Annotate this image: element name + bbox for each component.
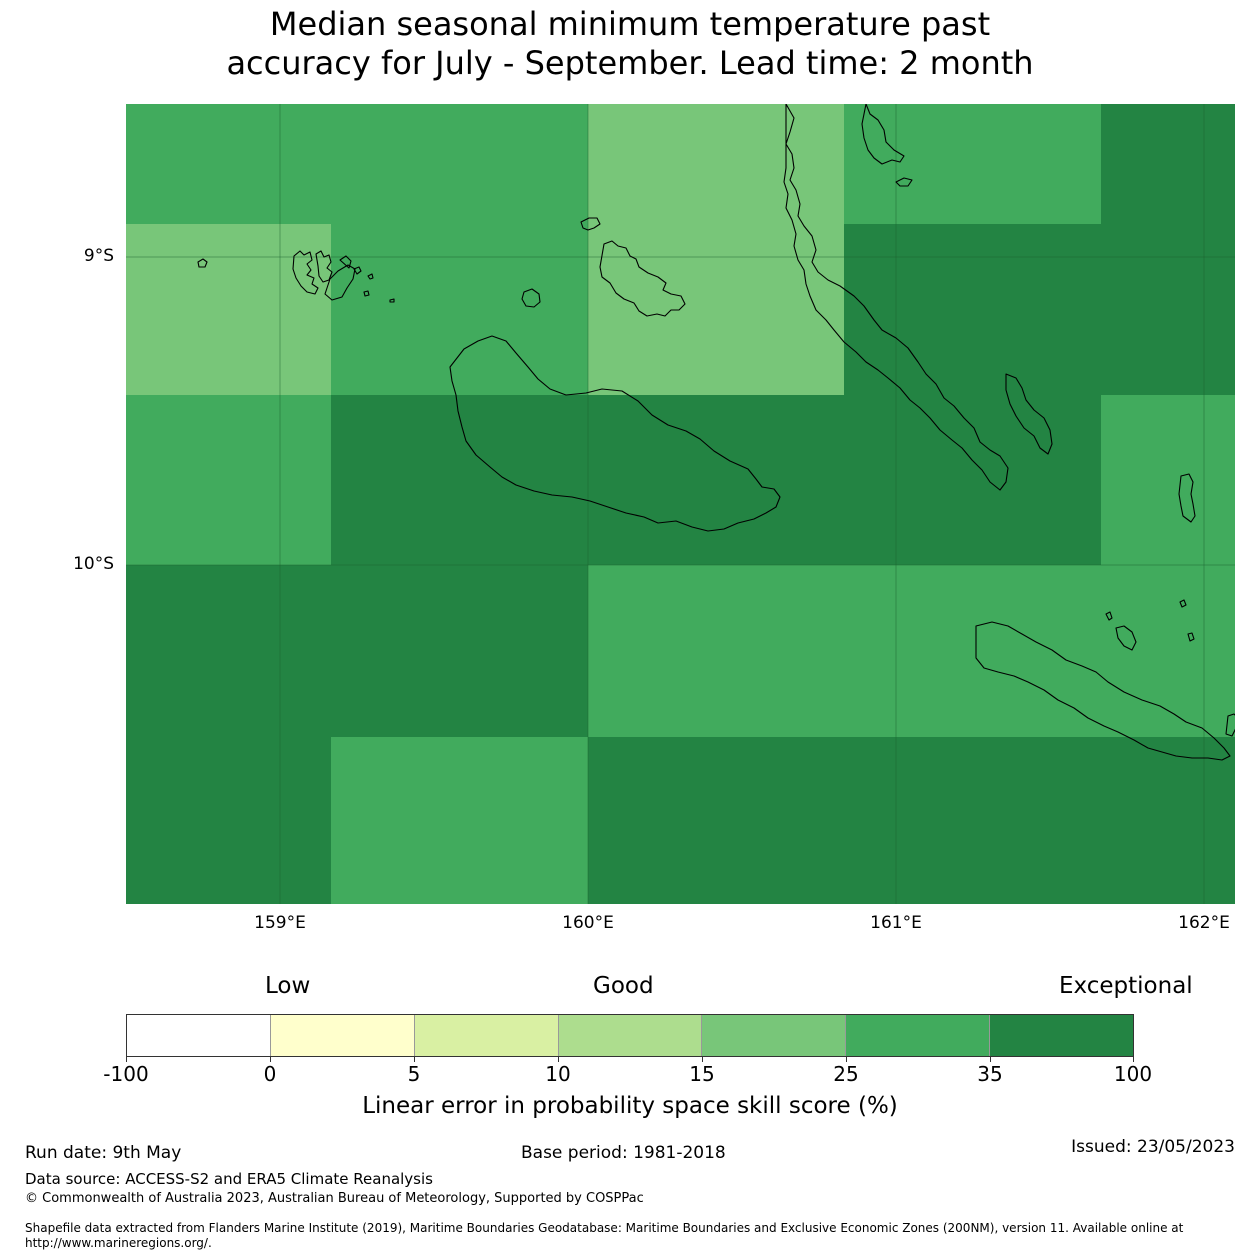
grid-cell [844, 224, 1235, 395]
skill-score-map [126, 104, 1235, 904]
grid-cell [588, 224, 844, 395]
colorbar-segment [270, 1015, 415, 1056]
colorbar-tick-mark [270, 1057, 271, 1062]
island-pavuvu [324, 264, 356, 301]
colorbar-tick-mark [558, 1057, 559, 1062]
colorbar-segment [558, 1015, 703, 1056]
lon-label-160e: 160°E [562, 913, 614, 933]
island-makira [975, 621, 1231, 761]
colorbar-tick-mark [414, 1057, 415, 1062]
lon-label-159e: 159°E [254, 913, 306, 933]
issued-date: Issued: 23/05/2023 [1071, 1137, 1235, 1157]
island-small-malaita [1005, 373, 1053, 455]
run-date: Run date: 9th May [25, 1143, 182, 1163]
colorbar-tick-mark [1133, 1057, 1134, 1062]
lat-label-9s: 9°S [83, 246, 114, 266]
grid-cell [126, 224, 331, 395]
grid-cell [126, 565, 588, 737]
colorbar [126, 1014, 1134, 1057]
colorbar-tick-label: 100 [1113, 1062, 1153, 1086]
colorbar-segment [846, 1015, 991, 1056]
grid-cell [126, 395, 331, 565]
map-title-line-2: accuracy for July - September. Lead time… [226, 44, 1034, 82]
colorbar-segment [702, 1015, 847, 1056]
island-savo [197, 258, 208, 268]
grid-cell [588, 737, 1235, 904]
island-malaita [783, 104, 1009, 491]
island-nggela-west [580, 217, 601, 231]
colorbar-tick-label: -100 [103, 1062, 149, 1086]
legend-word-low: Low [265, 973, 311, 999]
island-santa-ana [1225, 713, 1235, 737]
island-ulawa [1178, 473, 1196, 523]
base-period: Base period: 1981-2018 [521, 1143, 726, 1163]
islet [353, 266, 395, 303]
grid-cell [844, 104, 1101, 224]
data-source: Data source: ACCESS-S2 and ERA5 Climate … [25, 1170, 433, 1188]
colorbar-segment [127, 1015, 271, 1056]
legend-word-exceptional: Exceptional [1059, 973, 1193, 999]
lon-label-162e: 162°E [1178, 913, 1230, 933]
grid-cell [331, 737, 588, 904]
colorbar-tick-label: 35 [977, 1062, 1003, 1086]
colorbar-tick-label: 15 [689, 1062, 715, 1086]
copyright-notice: © Commonwealth of Australia 2023, Austra… [25, 1191, 644, 1206]
grid-cell [588, 104, 844, 224]
colorbar-tick-mark [846, 1057, 847, 1062]
island-nggela [599, 240, 686, 317]
colorbar-tick-mark [990, 1057, 991, 1062]
skill-grid [126, 104, 1235, 904]
shapefile-credit: Shapefile data extracted from Flanders M… [25, 1221, 1184, 1250]
colorbar-tick-mark [702, 1057, 703, 1062]
island-guadalcanal [449, 335, 781, 532]
island-russell-east [315, 250, 352, 283]
coastlines [197, 104, 1235, 761]
colorbar-tick-label: 10 [545, 1062, 571, 1086]
legend-word-good: Good [593, 973, 654, 999]
grid-cell [588, 565, 1235, 737]
map-title-line-1: Median seasonal minimum temperature past [269, 5, 991, 43]
map-canvas [126, 104, 1235, 904]
island-russell [292, 250, 319, 295]
colorbar-segment [990, 1015, 1134, 1056]
grid-cell [1101, 104, 1235, 224]
grid-cell [331, 395, 1101, 565]
grid-cell [1101, 395, 1235, 565]
lon-label-161e: 161°E [870, 913, 922, 933]
colorbar-segment [414, 1015, 559, 1056]
colorbar-label: Linear error in probability space skill … [362, 1093, 898, 1119]
island-ugi [1105, 599, 1195, 651]
colorbar-tick-label: 0 [263, 1062, 277, 1086]
grid-cell [331, 224, 588, 395]
grid-cell [126, 104, 588, 224]
colorbar-tick-label: 25 [833, 1062, 859, 1086]
island-malaita-north [861, 104, 913, 187]
colorbar-tick-label: 5 [407, 1062, 421, 1086]
grid-cell [126, 737, 331, 904]
island-savo-small [521, 288, 541, 308]
lat-label-10s: 10°S [73, 554, 114, 574]
colorbar-tick-mark [126, 1057, 127, 1062]
